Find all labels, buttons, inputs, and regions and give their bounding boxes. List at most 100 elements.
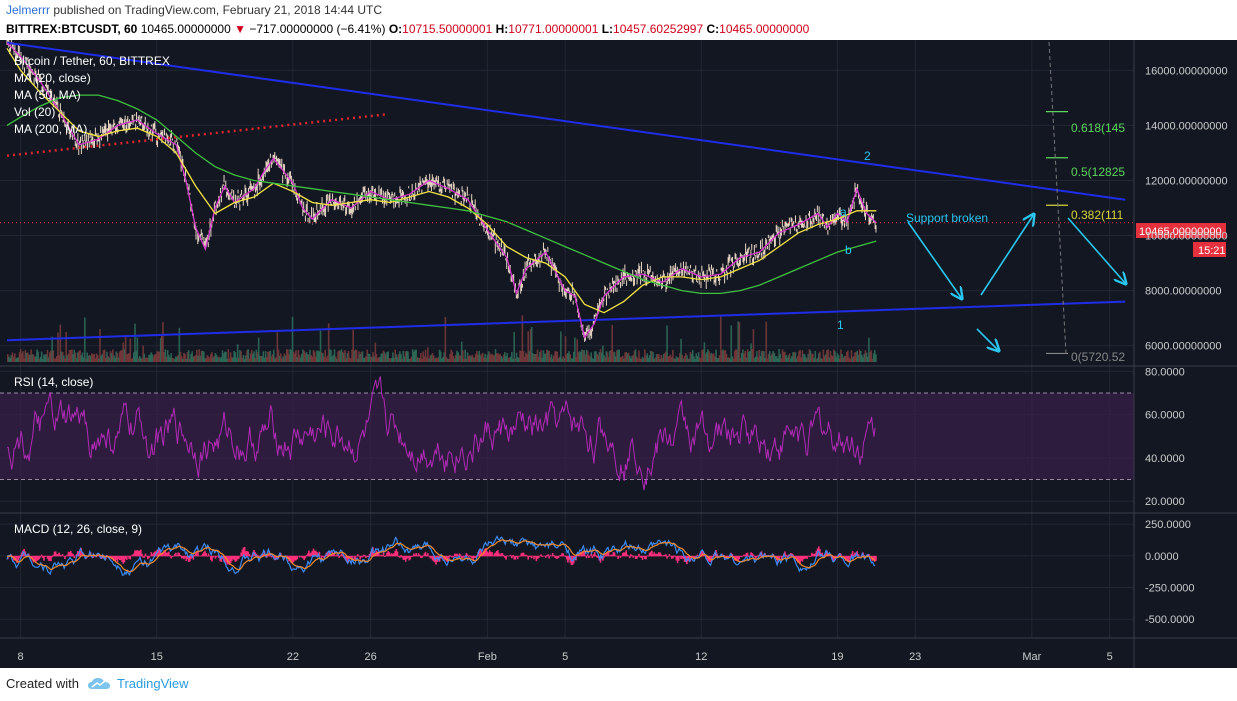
volume-bar — [341, 351, 344, 362]
volume-bar — [32, 354, 35, 362]
volume-bar — [767, 353, 770, 362]
macd-hist-bar — [267, 554, 269, 557]
volume-bar — [529, 329, 532, 362]
macd-hist-bar — [529, 555, 532, 558]
macd-hist-bar — [747, 555, 750, 558]
macd-hist-bar — [618, 555, 621, 557]
volume-bar — [285, 349, 288, 362]
macd-hist-bar — [150, 552, 153, 557]
volume-bar — [347, 350, 350, 362]
volume-bar — [536, 349, 539, 362]
volume-bar — [200, 350, 203, 362]
macd-hist-bar — [508, 555, 511, 557]
volume-bar — [92, 354, 94, 362]
macd-hist-bar — [214, 555, 217, 559]
volume-bar — [338, 350, 340, 362]
macd-hist-bar — [707, 555, 709, 561]
macd-hist-bar — [49, 555, 51, 562]
volume-bar — [598, 352, 601, 362]
macd-hist-bar — [193, 555, 196, 557]
volume-bar — [382, 350, 385, 362]
rsi-line — [6, 376, 876, 491]
volume-bar — [201, 350, 204, 362]
volume-bar — [43, 354, 45, 362]
volume-bar — [798, 351, 800, 362]
volume-bar — [16, 357, 18, 362]
macd-hist-bar — [364, 555, 366, 557]
volume-bar — [485, 357, 488, 362]
macd-hist-bar — [568, 555, 570, 560]
macd-hist-bar — [546, 554, 548, 557]
macd-hist-bar — [114, 555, 116, 562]
volume-bar — [189, 358, 191, 362]
volume-bar — [690, 353, 693, 362]
volume-bar — [334, 356, 337, 362]
macd-hist-bar — [800, 555, 803, 561]
volume-bar — [647, 357, 650, 362]
volume-bar — [417, 357, 420, 362]
macd-hist-bar — [799, 555, 801, 565]
macd-hist-bar — [175, 552, 177, 557]
macd-hist-bar — [63, 555, 65, 557]
macd-hist-bar — [560, 554, 562, 557]
volume-bar — [409, 358, 412, 362]
volume-bar — [630, 358, 632, 362]
volume-bar — [828, 357, 831, 362]
volume-bar — [862, 357, 864, 362]
volume-bar — [718, 355, 721, 362]
macd-hist-bar — [182, 555, 184, 559]
volume-bar — [224, 351, 226, 362]
macd-hist-bar — [123, 555, 126, 563]
tradingview-link[interactable]: TradingView — [116, 676, 189, 691]
fib-382-label: 0.382(111 — [1071, 208, 1124, 222]
volume-bar — [708, 351, 710, 362]
macd-hist-bar — [425, 554, 428, 557]
macd-hist-bar — [359, 555, 361, 560]
macd-hist-bar — [702, 551, 705, 557]
macd-hist-bar — [151, 554, 154, 557]
volume-bar — [669, 354, 672, 362]
volume-bar — [15, 358, 17, 362]
fib-guide-line — [1048, 41, 1067, 354]
macd-hist-bar — [403, 555, 406, 560]
volume-bar — [85, 358, 87, 362]
volume-bar — [778, 349, 780, 362]
volume-bar — [404, 351, 407, 362]
volume-bar — [473, 357, 476, 362]
macd-hist-bar — [609, 555, 611, 557]
publish-header: Jelmerrr published on TradingView.com, F… — [6, 3, 382, 17]
macd-hist-bar — [147, 555, 149, 560]
volume-bar — [259, 355, 261, 362]
x-tick-label: 19 — [831, 651, 843, 663]
volume-bar — [117, 357, 120, 362]
volume-bar — [658, 353, 660, 362]
macd-hist-bar — [743, 554, 745, 557]
chart-area[interactable]: Bitcoin / Tether, 60, BITTREX MA (20, cl… — [0, 35, 1237, 668]
author-link[interactable]: Jelmerrr — [6, 3, 50, 17]
macd-hist-bar — [465, 553, 468, 557]
volume-bar — [686, 355, 688, 362]
volume-bar — [542, 350, 545, 362]
macd-hist-bar — [73, 555, 76, 559]
macd-hist-bar — [305, 555, 308, 557]
volume-bar — [717, 358, 720, 362]
volume-bar — [843, 356, 846, 362]
volume-bar — [264, 351, 267, 362]
volume-bar — [33, 356, 36, 362]
volume-bar — [28, 354, 30, 362]
macd-hist-bar — [665, 554, 667, 557]
macd-hist-bar — [128, 555, 130, 559]
macd-hist-bar — [822, 554, 825, 557]
macd-hist-bar — [784, 551, 786, 557]
chart-svg[interactable]: Bitcoin / Tether, 60, BITTREX MA (20, cl… — [0, 35, 1237, 668]
x-tick-label: 8 — [18, 651, 24, 663]
volume-bar — [141, 358, 143, 362]
macd-hist-bar — [581, 553, 583, 557]
macd-hist-bar — [505, 555, 507, 560]
macd-hist-bar — [427, 553, 429, 557]
volume-bar — [672, 349, 674, 362]
price-line — [6, 42, 877, 340]
volume-bar — [365, 356, 367, 362]
volume-bar — [667, 356, 670, 362]
volume-bar — [866, 356, 869, 362]
